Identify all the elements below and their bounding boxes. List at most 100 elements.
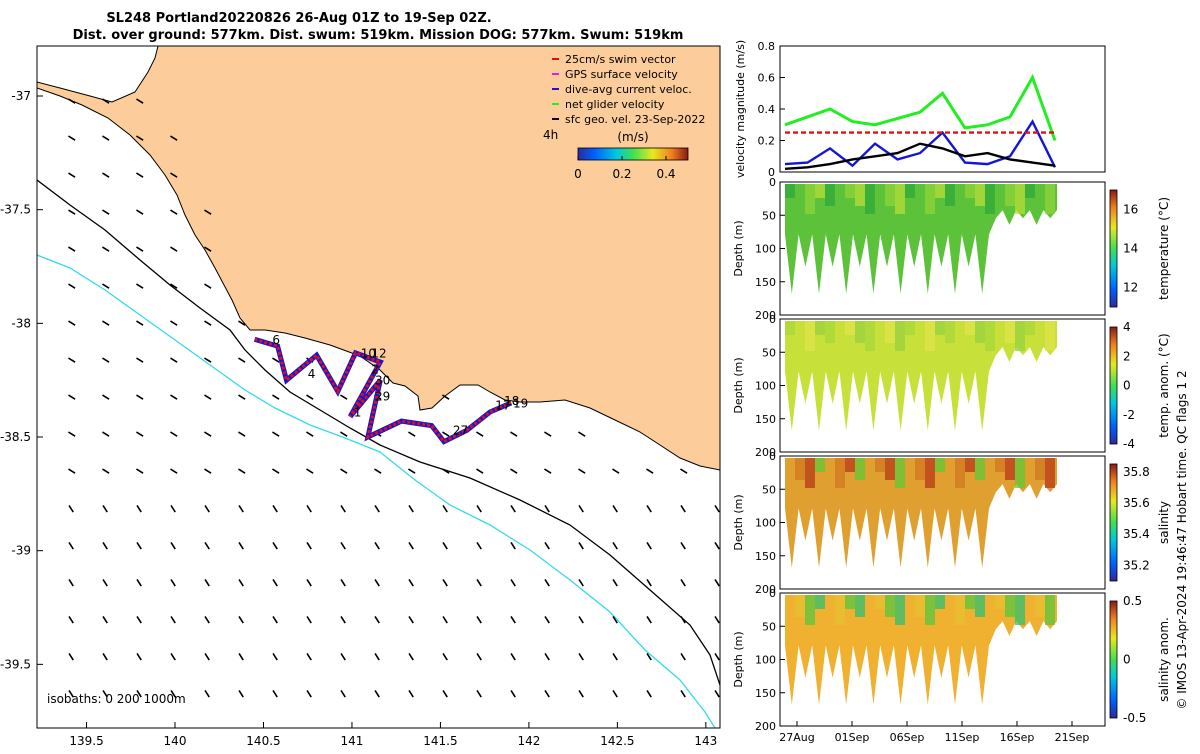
current-arrow [68, 209, 76, 215]
section-profile-cell [865, 595, 875, 625]
depth-ylabel: Depth (m) [732, 220, 745, 276]
current-arrow [170, 653, 176, 661]
current-arrow [102, 209, 110, 215]
current-arrow [272, 394, 280, 400]
section-profile-cell [845, 321, 855, 335]
current-arrow [646, 690, 652, 698]
section-profile-cell [795, 321, 805, 343]
current-arrow [170, 505, 176, 513]
colorbar-tick-label: 35.6 [1123, 496, 1150, 510]
current-arrow [238, 320, 246, 326]
current-arrow [68, 98, 76, 104]
current-arrow [102, 431, 110, 437]
current-arrow [102, 505, 108, 513]
current-arrow [170, 283, 178, 289]
section-profile-cell [795, 595, 805, 617]
depth-tick-label: 150 [755, 550, 776, 563]
track-day-label: 30 [375, 374, 390, 388]
section-profile-cell [995, 184, 1005, 198]
current-arrow [714, 542, 720, 550]
current-arrow [170, 579, 176, 587]
current-arrow [238, 505, 244, 513]
depth-tick-label: 50 [762, 346, 776, 359]
section-profile-cell [875, 321, 885, 335]
section-profile-cell [1045, 184, 1055, 214]
current-arrow [476, 616, 482, 624]
section-profile-cell [1025, 184, 1035, 198]
section-profile-cell [785, 595, 795, 609]
section-profile-cell [905, 458, 915, 472]
current-arrow [646, 616, 652, 624]
depth-tick-label: 50 [762, 620, 776, 633]
section-profile-cell [965, 595, 975, 609]
depth-tick-label: 0 [769, 313, 776, 326]
current-arrow [306, 468, 314, 474]
current-arrow [204, 468, 212, 474]
current-arrow [680, 653, 686, 661]
depth-tick-label: 100 [755, 517, 776, 530]
current-arrow [136, 616, 142, 624]
current-arrow [102, 616, 108, 624]
section-profile-cell [1025, 321, 1035, 335]
velocity-y-ticks: 0 0.2 0.4 0.6 0.8 [758, 40, 785, 179]
section-profile-cell [895, 458, 905, 488]
section-profile-cell [925, 595, 935, 625]
current-arrow [204, 320, 212, 326]
current-arrow [612, 468, 620, 474]
current-arrow [544, 653, 550, 661]
section-profile-cell [825, 184, 835, 206]
depth-ylabel: Depth (m) [732, 357, 745, 413]
current-arrow [238, 394, 246, 400]
section-profile-cell [845, 458, 855, 472]
current-arrow [170, 320, 178, 326]
colorbar-tick-label: 0 [1123, 653, 1131, 667]
velocity-tick-label: 0.4 [758, 103, 776, 116]
lon-tick-label: 139.5 [69, 734, 103, 748]
current-arrow [170, 690, 176, 698]
section-profile-cell [935, 184, 945, 198]
current-arrow [306, 431, 314, 437]
section-profile-cell [965, 458, 975, 472]
depth-tick-label: 0 [769, 450, 776, 463]
current-arrow [476, 431, 484, 437]
current-arrow [374, 579, 380, 587]
current-arrow [102, 172, 110, 178]
current-arrow [612, 653, 618, 661]
speed-colorbar [577, 147, 689, 161]
current-arrow [102, 468, 110, 474]
current-arrow [136, 98, 144, 104]
current-arrow [204, 690, 210, 698]
section-profile-cell [825, 595, 835, 617]
section-profile-cell [945, 458, 955, 480]
current-arrow [170, 542, 176, 550]
section-profile-cell [865, 458, 875, 488]
current-arrow [136, 172, 144, 178]
current-arrow [68, 579, 74, 587]
track-day-label: 10 [361, 346, 376, 360]
section-profile-cell [995, 595, 1005, 609]
section-profile-cell [915, 184, 925, 206]
section-profile-cell [925, 458, 935, 488]
current-arrow [408, 468, 416, 474]
depth-tick-label: 150 [755, 413, 776, 426]
depth-tick-label: 200 [755, 720, 776, 733]
current-arrow [714, 653, 720, 661]
title-line-2: Dist. over ground: 577km. Dist. swum: 51… [73, 28, 684, 43]
section-profile-cell [805, 595, 815, 625]
current-arrow [646, 468, 654, 474]
current-arrow [170, 172, 178, 178]
date-tick-label: 01Sep [835, 731, 870, 744]
current-arrow [204, 394, 212, 400]
current-arrow [68, 616, 74, 624]
current-arrow [544, 690, 550, 698]
current-arrow [578, 653, 584, 661]
current-arrow [578, 431, 586, 437]
current-arrow [374, 505, 380, 513]
current-arrow [408, 690, 414, 698]
section-profile-cell [845, 595, 855, 609]
colorbar-tick-label: -0.5 [1123, 711, 1146, 725]
lon-tick-label: 142 [517, 734, 540, 748]
current-arrow [408, 653, 414, 661]
section-profile-cell [1015, 321, 1025, 351]
lat-tick-label: -38 [11, 316, 31, 330]
